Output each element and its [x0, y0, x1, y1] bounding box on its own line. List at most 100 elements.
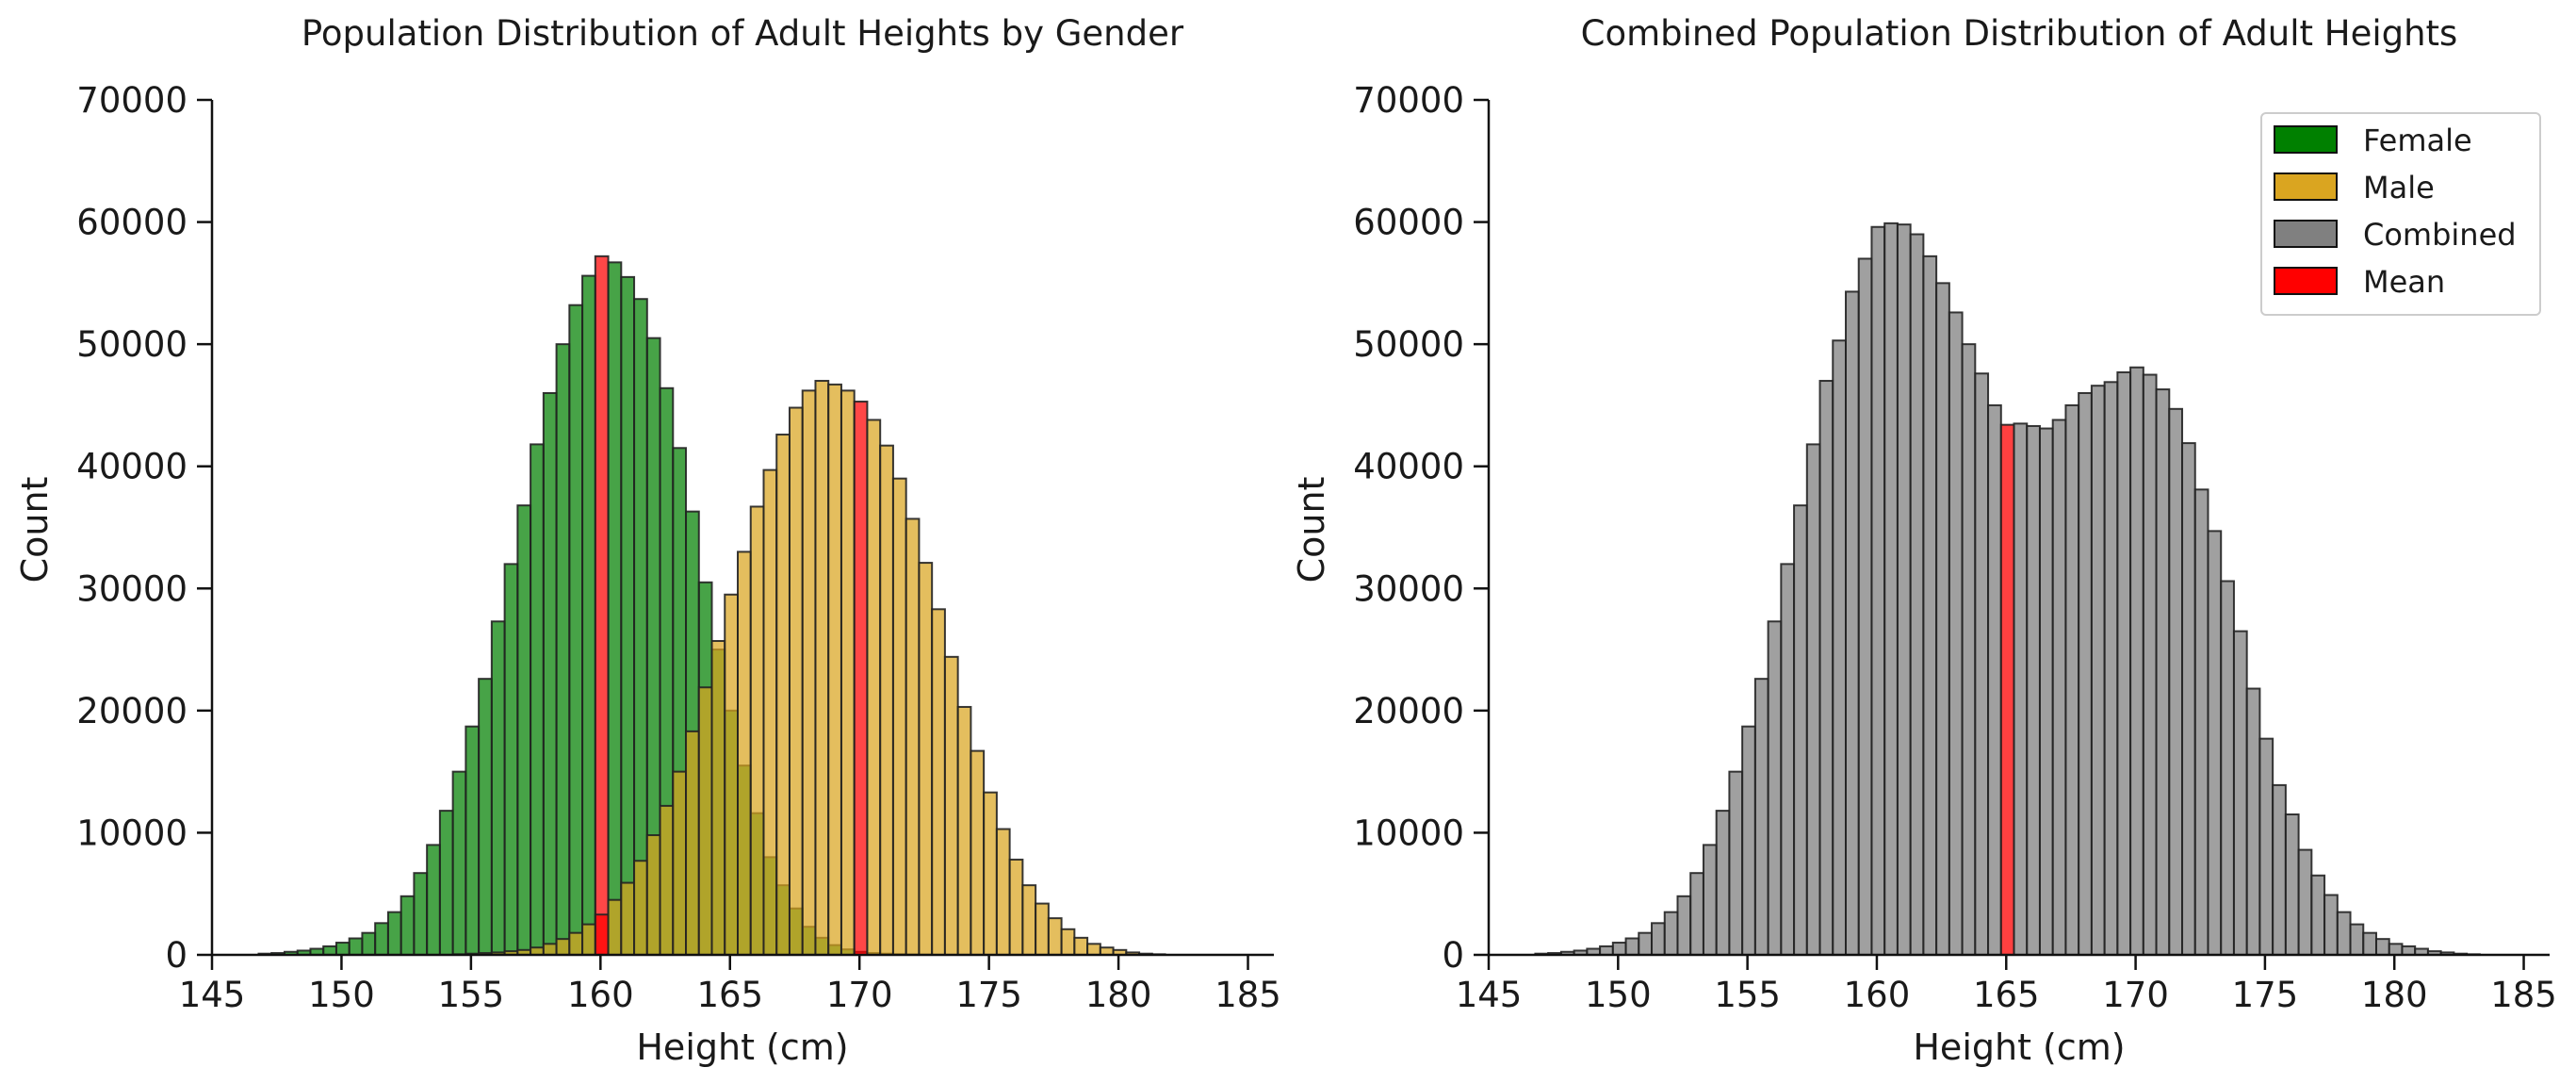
x-tick-label: 175 [955, 975, 1022, 1015]
x-tick-label: 175 [2232, 975, 2299, 1015]
y-tick-label: 0 [165, 935, 187, 976]
y-axis-label: Count [1291, 477, 1332, 583]
combined-bar [1844, 290, 1860, 957]
female-bar [451, 770, 467, 957]
legend-frame [2260, 112, 2541, 316]
combined-bar [2078, 391, 2093, 956]
female-bar [374, 922, 389, 956]
female-bar [594, 255, 610, 956]
female-bar [361, 931, 377, 956]
combined-bar [1663, 911, 1679, 957]
male-bar [672, 770, 688, 957]
male-bar [956, 705, 972, 956]
combined-bar [1624, 937, 1640, 957]
male-bar [801, 389, 817, 956]
female-bar [399, 895, 416, 957]
combined-bar [2232, 630, 2248, 957]
female-bar [620, 275, 636, 956]
combined-bar [2323, 894, 2339, 957]
combined-bar [1922, 255, 1938, 956]
female-bar [568, 304, 584, 956]
combined-bar [2155, 388, 2171, 956]
combined-bar [2336, 911, 2352, 957]
axes-group: 0 10000 20000 30000 40000 50000 60000 70000 145 1… [76, 80, 1281, 1015]
male-bar [931, 608, 946, 956]
male-bar [866, 419, 882, 956]
female-bar [426, 844, 441, 957]
combined-bar [1883, 222, 1899, 957]
combined-bar [2142, 373, 2158, 956]
male-bar [788, 406, 804, 956]
male-bar [853, 401, 869, 956]
legend-label: Combined [2363, 217, 2517, 253]
female-bar [516, 504, 532, 956]
male-bar [1073, 936, 1089, 956]
x-tick-label: 150 [308, 975, 375, 1015]
combined-bar [2388, 943, 2404, 956]
male-bar [775, 434, 791, 957]
x-tick-label: 155 [438, 975, 505, 1015]
combined-bar [1948, 311, 1964, 956]
y-tick-label: 30000 [1353, 568, 1464, 609]
combined-bar [2090, 385, 2106, 956]
female-bar [503, 563, 519, 956]
male-bar [645, 834, 661, 957]
x-tick-label: 145 [179, 975, 246, 1015]
male-bar [1035, 902, 1050, 957]
female-bar [581, 274, 596, 956]
combined-bar [2272, 783, 2287, 956]
combined-bar [2051, 419, 2067, 956]
legend-label: Male [2363, 170, 2435, 205]
combined-bar [2129, 366, 2144, 956]
x-tick-label: 180 [1085, 975, 1152, 1015]
combined-bar [2103, 381, 2119, 956]
combined-bar [1818, 380, 1834, 956]
male-bar [724, 593, 740, 956]
legend-label: Female [2363, 123, 2472, 158]
female-bar [633, 298, 648, 956]
female-bar [607, 261, 623, 956]
bars-group [1534, 222, 2481, 957]
female-bar [386, 911, 402, 957]
x-tick-label: 185 [2490, 975, 2557, 1015]
combined-bar [2038, 427, 2054, 957]
bars-group [257, 255, 1166, 957]
combined-bar [2181, 442, 2196, 956]
male-bar [762, 468, 778, 956]
combined-bar [1611, 942, 1627, 956]
combined-bar [1805, 443, 1821, 956]
combined-histogram-panel: Combined Population Distribution of Adul… [1291, 13, 2557, 1068]
combined-bar [1638, 931, 1654, 956]
male-bar [840, 389, 856, 956]
male-bar [814, 380, 830, 956]
y-tick-label: 30000 [76, 568, 187, 609]
female-bar [478, 678, 493, 956]
female-legend-swatch [2274, 125, 2338, 154]
x-tick-label: 165 [1973, 975, 2040, 1015]
y-tick-label: 20000 [76, 691, 187, 731]
combined-bar [2207, 530, 2223, 956]
male-bar [620, 881, 636, 956]
combined-bar [1767, 620, 1783, 957]
x-axis-label: Height (cm) [1913, 1027, 2125, 1068]
male-bar [594, 913, 610, 957]
female-bar [438, 810, 454, 956]
x-tick-label: 170 [826, 975, 893, 1015]
legend: Female Male Combined Mean [2260, 112, 2541, 316]
combined-bar [1689, 872, 1704, 956]
male-legend-swatch [2274, 172, 2338, 201]
male-bar [1060, 928, 1076, 956]
male-bar [749, 505, 765, 956]
female-bar [334, 942, 351, 956]
x-tick-label: 145 [1456, 975, 1523, 1015]
combined-bar [2026, 424, 2041, 957]
y-tick-label: 60000 [1353, 203, 1464, 243]
combined-bar [1896, 223, 1912, 957]
chart-title: Population Distribution of Adult Heights… [302, 13, 1184, 54]
combined-bar [1599, 944, 1614, 956]
male-bar [905, 517, 921, 956]
x-tick-label: 155 [1714, 975, 1781, 1015]
combined-bar [1935, 282, 1950, 957]
male-bar [1086, 943, 1101, 956]
combined-bar [1999, 423, 2015, 957]
